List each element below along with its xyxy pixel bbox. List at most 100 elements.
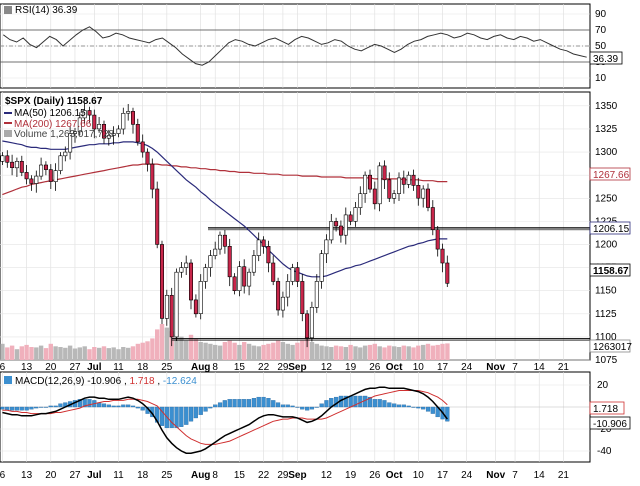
macd-histogram-bar xyxy=(411,406,416,408)
macd-histogram-bar xyxy=(130,405,136,408)
macd-panel: 200-20-40 MACD(12,26,9) -10.906 , 1.718 … xyxy=(0,371,631,463)
macd-legend-swatch xyxy=(4,376,12,384)
candle-down xyxy=(131,111,136,125)
volume-bar xyxy=(304,336,310,360)
candle-down xyxy=(295,267,300,282)
candle-up xyxy=(126,111,131,114)
macd-histogram-bar xyxy=(367,396,373,408)
volume-bar xyxy=(77,347,82,360)
candle-down xyxy=(305,313,310,339)
volume-bar xyxy=(309,342,315,360)
macd-histogram-bar xyxy=(445,406,450,422)
signal-last-frame xyxy=(589,401,625,415)
signal-last-value: 1.718 xyxy=(593,404,618,415)
candle-up xyxy=(68,133,73,153)
ma200-last-value: 1267.66 xyxy=(593,170,630,181)
volume-last-box: 1263017 xyxy=(589,339,632,353)
volume-bar xyxy=(121,347,126,360)
candle-down xyxy=(271,262,276,282)
candle-up xyxy=(392,193,397,199)
x-axis-tick-label: Aug xyxy=(191,470,210,481)
candle-down xyxy=(401,177,406,185)
volume-bar xyxy=(140,342,145,360)
macd-histogram-bar xyxy=(246,399,252,408)
close-last-box: 1158.67 xyxy=(589,263,631,277)
price-frame xyxy=(0,91,591,361)
volume-bar xyxy=(314,343,319,360)
macd-histogram-bar xyxy=(319,403,324,408)
x-axis-tick-label: 11 xyxy=(113,362,124,373)
candle-up xyxy=(421,188,426,199)
candle-up xyxy=(39,164,44,177)
rsi-last-value-frame xyxy=(589,51,623,65)
volume-bar xyxy=(58,347,63,360)
candle-down xyxy=(43,164,48,170)
x-axis-tick-label: 12 xyxy=(321,470,333,481)
volume-bar xyxy=(416,345,421,360)
macd-histogram-bar xyxy=(275,402,281,408)
candle-up xyxy=(73,131,78,134)
candle-down xyxy=(411,174,416,186)
rsi-last-value-box: 36.39 xyxy=(589,51,623,65)
volume-bar xyxy=(0,343,5,360)
volume-bar xyxy=(174,334,179,360)
candle-up xyxy=(58,155,63,171)
macd-histogram-bar xyxy=(387,402,392,408)
volume-bar xyxy=(97,347,102,360)
candle-down xyxy=(338,225,343,236)
candle-down xyxy=(10,161,15,168)
volume-bar xyxy=(92,347,97,360)
macd-histogram-bar xyxy=(121,404,126,408)
macd-histogram-bar xyxy=(237,399,242,408)
macd-gridlines xyxy=(0,372,590,462)
macd-histogram-bar xyxy=(126,404,131,408)
x-axis-tick-label: Aug xyxy=(191,362,210,373)
candle-down xyxy=(430,207,435,231)
x-axis-tick-label: 8 xyxy=(212,362,218,373)
macd-histogram-bar xyxy=(77,399,82,408)
candle-up xyxy=(53,170,58,183)
volume-bar xyxy=(295,342,300,360)
x-axis-tick-label: Nov xyxy=(486,470,505,481)
rsi-panel: 9070503010 RSI(14) 36.39 36.39 xyxy=(0,3,623,89)
candle-up xyxy=(280,296,285,311)
x-axis-tick-label: 6 xyxy=(0,470,6,481)
candle-up xyxy=(0,155,5,162)
candle-down xyxy=(140,141,145,153)
candle-down xyxy=(92,114,97,130)
volume-bar xyxy=(217,345,223,360)
x-axis-tick-label: 19 xyxy=(345,362,357,373)
volume-bar xyxy=(435,344,440,360)
macd-legend-prefix: MACD(12,26,9) xyxy=(15,376,84,387)
volume-last-frame xyxy=(589,339,631,353)
volume-bar xyxy=(392,346,397,360)
x-axis-tick-label: 15 xyxy=(234,362,246,373)
macd-histogram-bar xyxy=(300,406,305,410)
volume-bar xyxy=(29,347,34,360)
macd-histogram-bar xyxy=(421,406,426,410)
price-tick-label: 1350 xyxy=(595,101,618,112)
x-axis-tick-label: 21 xyxy=(558,470,570,481)
macd-histogram-bar xyxy=(416,406,421,409)
macd-histogram-bar xyxy=(242,399,247,408)
price-tick-label: 1150 xyxy=(595,286,617,297)
x-axis-tick-label: 29 xyxy=(277,362,289,373)
candle-up xyxy=(353,207,358,222)
macd-histogram-bar xyxy=(135,406,140,409)
price-tick-label: 1125 xyxy=(595,309,617,320)
macd-histogram-bar xyxy=(82,399,87,408)
volume-bar xyxy=(338,346,344,360)
volume-bar xyxy=(14,349,20,360)
volume-bar xyxy=(362,345,368,360)
volume-bar xyxy=(348,344,353,360)
x-axis-labels-middle: 6 13 20 27 Jul 11 18 25 Aug 8 15 22 29 Sep 12 19 26 Oct 10… xyxy=(0,362,569,373)
macd-histogram-bar xyxy=(392,403,397,408)
macd-histogram-bar xyxy=(430,406,435,414)
volume-bar xyxy=(227,340,232,360)
x-axis-tick-label: Oct xyxy=(386,470,403,481)
candle-up xyxy=(406,174,411,185)
candle-up xyxy=(237,266,242,292)
macd-legend-signal: 1.718 xyxy=(130,376,155,387)
volume-last-value: 1263017 xyxy=(593,342,632,353)
